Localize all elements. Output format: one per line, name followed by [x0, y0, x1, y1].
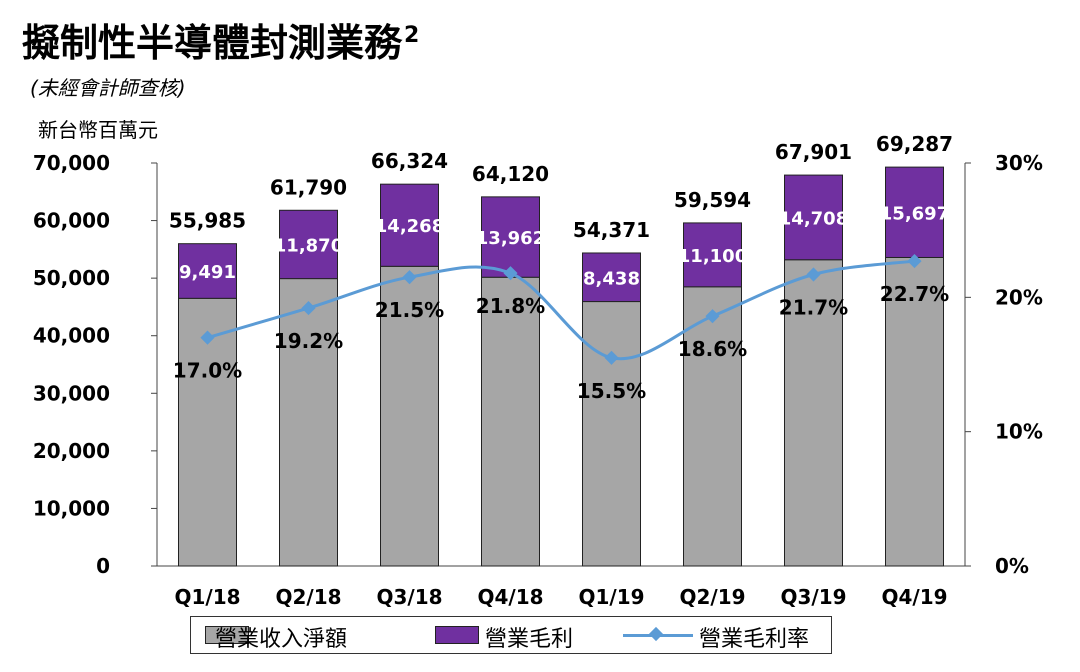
gross-profit-label: 8,438: [583, 268, 640, 289]
bar-gross-profit: [178, 243, 237, 299]
margin-marker: [907, 253, 922, 269]
legend-gross-profit-swatch: [435, 626, 479, 644]
margin-label: 22.7%: [880, 282, 949, 306]
total-label: 55,985: [169, 209, 246, 233]
bar-gross-profit: [481, 196, 540, 278]
x-tick-label: Q3/18: [376, 585, 442, 609]
margin-marker: [402, 270, 417, 285]
y-tick-label: 10,000: [33, 496, 110, 520]
x-tick-label: Q2/19: [679, 585, 745, 609]
margin-marker: [705, 309, 720, 324]
margin-label: 21.5%: [375, 298, 444, 322]
y-tick-label: 0: [96, 554, 110, 578]
bar-revenue: [380, 265, 439, 567]
gross-profit-label: 14,268: [375, 216, 444, 237]
margin-label: 17.0%: [173, 359, 242, 383]
title-footnote: 2: [404, 23, 420, 48]
bar-gross-profit: [885, 166, 944, 258]
x-tick-label: Q2/18: [275, 585, 341, 609]
page-title: 擬制性半導體封測業務2: [22, 21, 420, 65]
bar-gross-profit: [380, 183, 439, 267]
gross-profit-label: 9,491: [179, 262, 236, 283]
legend-margin-label: 營業毛利率: [699, 627, 810, 652]
total-label: 64,120: [472, 162, 549, 186]
bar-revenue: [279, 278, 338, 567]
bar-revenue: [481, 276, 540, 567]
legend-gross-profit-label: 營業毛利: [485, 627, 574, 652]
bar-gross-profit: [279, 209, 338, 280]
x-tick-label: Q3/19: [780, 585, 846, 609]
gross-profit-label: 11,870: [274, 235, 343, 256]
legend: 營業收入淨額 營業毛利 營業毛利率: [190, 616, 832, 654]
x-tick-label: Q4/19: [881, 585, 947, 609]
margin-marker: [200, 330, 215, 345]
total-label: 59,594: [674, 188, 751, 212]
subtitle: (未經會計師查核): [30, 76, 186, 100]
bar-revenue: [885, 256, 944, 567]
total-label: 61,790: [270, 175, 347, 199]
legend-revenue-swatch: [205, 626, 249, 644]
y-tick-label: 70,000: [33, 151, 110, 175]
y-tick-label: 20,000: [33, 439, 110, 463]
margin-marker: [301, 301, 316, 316]
bar-revenue: [784, 259, 843, 567]
margin-label: 19.2%: [274, 329, 343, 353]
x-tick-label: Q1/18: [174, 585, 240, 609]
legend-margin-marker: [648, 626, 664, 642]
gross-profit-label: 15,697: [880, 203, 949, 224]
bar-gross-profit: [784, 174, 843, 261]
margin-marker: [604, 350, 619, 365]
margin-marker: [503, 266, 518, 281]
margin-label: 18.6%: [678, 337, 747, 361]
legend-revenue-label: 營業收入淨額: [215, 627, 348, 652]
y2-tick-label: 0%: [995, 554, 1029, 578]
y2-tick-label: 30%: [995, 151, 1043, 175]
y2-tick-label: 20%: [995, 285, 1043, 309]
x-tick-label: Q4/18: [477, 585, 543, 609]
gross-profit-label: 14,708: [779, 208, 848, 229]
margin-label: 21.7%: [779, 295, 848, 319]
bar-gross-profit: [582, 252, 641, 303]
bar-gross-profit: [683, 222, 742, 288]
gross-profit-label: 11,100: [678, 246, 747, 267]
y-tick-label: 60,000: [33, 209, 110, 233]
total-label: 54,371: [573, 218, 650, 242]
margin-label: 15.5%: [577, 379, 646, 403]
total-label: 67,901: [775, 140, 852, 164]
x-tick-label: Q1/19: [578, 585, 644, 609]
y2-tick-label: 10%: [995, 420, 1043, 444]
gross-profit-label: 13,962: [476, 228, 545, 249]
margin-line: [207, 259, 915, 361]
margin-marker: [806, 267, 821, 282]
margin-label: 21.8%: [476, 294, 545, 318]
y-tick-label: 30,000: [33, 381, 110, 405]
y-tick-label: 50,000: [33, 266, 110, 290]
y-tick-label: 40,000: [33, 324, 110, 348]
unit-label: 新台幣百萬元: [38, 118, 158, 142]
bar-revenue: [582, 301, 641, 567]
total-label: 69,287: [876, 132, 953, 156]
bar-revenue: [683, 286, 742, 567]
total-label: 66,324: [371, 149, 448, 173]
